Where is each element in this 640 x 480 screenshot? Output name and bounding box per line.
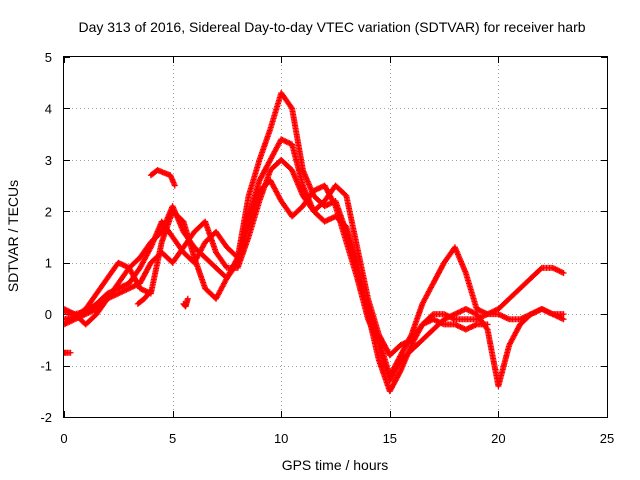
y-tick-label: 4 bbox=[45, 101, 52, 116]
x-tick-label: 15 bbox=[383, 431, 397, 446]
x-tick-label: 10 bbox=[274, 431, 288, 446]
fragment-track-4 bbox=[134, 288, 154, 307]
x-tick-label: 5 bbox=[169, 431, 176, 446]
data-point bbox=[147, 288, 154, 294]
y-tick-label: -2 bbox=[40, 410, 52, 425]
series-track-4 bbox=[63, 177, 567, 390]
data-point bbox=[288, 104, 295, 111]
data-point bbox=[560, 270, 567, 276]
tick-labels: 0 5 10 15 20 25 -2 -1 0 1 2 3 4 5 bbox=[40, 50, 614, 446]
y-tick-label: 2 bbox=[45, 204, 52, 219]
data-point bbox=[67, 349, 74, 356]
data-points bbox=[63, 90, 567, 395]
fragment-track-3 bbox=[180, 295, 191, 310]
x-tick-label: 25 bbox=[600, 431, 614, 446]
x-axis-label: GPS time / hours bbox=[282, 457, 389, 473]
plot-frame bbox=[63, 56, 608, 418]
y-tick-label: 5 bbox=[45, 50, 52, 65]
y-tick-label: 3 bbox=[45, 153, 52, 168]
x-tick-label: 20 bbox=[491, 431, 505, 446]
data-point bbox=[560, 316, 567, 323]
data-point bbox=[184, 295, 191, 302]
grid bbox=[64, 57, 607, 417]
data-point bbox=[146, 289, 153, 296]
chart-title: Day 313 of 2016, Sidereal Day-to-day VTE… bbox=[78, 19, 585, 35]
y-tick-label: 0 bbox=[45, 307, 52, 322]
x-tick-label: 0 bbox=[60, 431, 67, 446]
data-point bbox=[171, 182, 178, 189]
fragment-track-1 bbox=[147, 167, 178, 189]
y-axis-label: SDTVAR / TECUs bbox=[5, 180, 21, 292]
y-tick-label: -1 bbox=[40, 359, 52, 374]
y-tick-label: 1 bbox=[45, 256, 52, 271]
data-point bbox=[560, 311, 567, 318]
data-point bbox=[483, 325, 490, 332]
